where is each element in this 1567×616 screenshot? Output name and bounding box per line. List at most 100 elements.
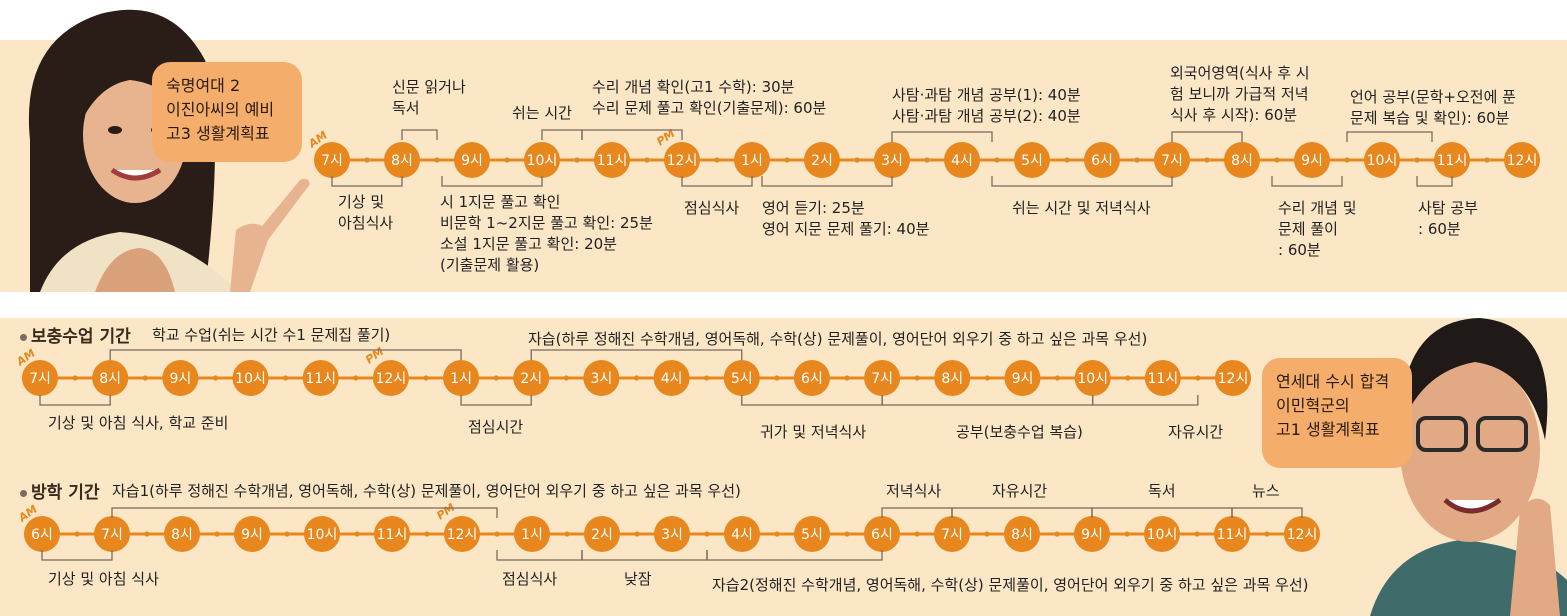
row1-bracket-review (881, 395, 1094, 406)
top-bracket-math (581, 129, 683, 140)
row2-hour-label: 4시 (731, 527, 753, 543)
row2-label-study1: 자습1(하루 정해진 수학개념, 영어독해, 수학(상) 문제풀이, 영어단어 … (112, 482, 741, 500)
top-hour-node (734, 142, 770, 178)
row2-label-nap: 낮잠 (624, 570, 652, 588)
top-hour-node (1294, 142, 1330, 178)
row2-bracket-lunch (496, 550, 583, 561)
top-bracket-social-pm (1416, 176, 1453, 187)
top-bracket-reading (401, 129, 438, 140)
top-label-english: 영어 듣기: 25분 영어 지문 문제 풀기: 40분 (762, 199, 930, 238)
row2-hour-label: 9시 (241, 527, 263, 543)
top-label-math: 수리 개념 확인(고1 수학): 30분 수리 문제 풀고 확인(기출문제): 6… (592, 78, 827, 117)
student-photo-boy (1360, 300, 1567, 616)
top-hour-label: 11시 (1437, 153, 1468, 169)
top-bracket-break (541, 129, 583, 140)
row1-label-school: 학교 수업(쉬는 시간 수1 문제집 풀기) (152, 326, 390, 344)
row1-label-lunch: 점심시간 (468, 418, 523, 436)
top-hour-label: 7시 (1161, 153, 1183, 169)
row1-hour-node (1144, 360, 1181, 396)
top-label-dinner: 쉬는 시간 및 저녁식사 (1012, 199, 1151, 217)
row2-hour-node (794, 516, 830, 552)
row2-hour-label: 6시 (871, 527, 893, 543)
row1-hour-node (1074, 360, 1111, 396)
row1-half-hour-dot (844, 375, 850, 381)
row1-hour-label: 12시 (376, 371, 407, 387)
top-hour-label: 1시 (741, 153, 763, 169)
top-hour-label: 8시 (391, 153, 413, 169)
top-bracket-foreign (1171, 131, 1243, 142)
row1-bracket-wake (39, 395, 111, 406)
row2-hour-label: 9시 (1081, 527, 1103, 543)
row1-title: 보충수업 기간 (20, 322, 131, 347)
row2-title-text: 방학 기간 (31, 483, 100, 503)
row2-label-free: 자유시간 (992, 482, 1047, 500)
row1-hour-node (723, 360, 760, 396)
top-half-hour-dot (924, 157, 930, 163)
top-label-lunch: 점심식사 (684, 199, 739, 217)
row2-hour-label: 8시 (1011, 527, 1033, 543)
row2-half-hour-dot (424, 531, 430, 537)
row1-hour-label: 9시 (1012, 371, 1034, 387)
top-label-break: 쉬는 시간 (512, 104, 572, 122)
row1-hour-label: 8시 (99, 371, 121, 387)
row1-hour-label: 11시 (1147, 371, 1178, 387)
row1-half-hour-dot (1125, 375, 1131, 381)
top-half-hour-dot (504, 157, 510, 163)
top-half-hour-dot (574, 157, 580, 163)
row2-hour-node (24, 516, 60, 552)
top-label-social: 사탐·과탐 개념 공부(1): 40분 사탐·과탐 개념 공부(2): 40분 (892, 86, 1081, 125)
row2-bracket-news (1231, 507, 1303, 518)
top-hour-node (524, 142, 560, 178)
row2-hour-label: 7시 (101, 527, 123, 543)
row2-hour-node (1004, 516, 1040, 552)
row2-hour-node (514, 516, 550, 552)
row1-hour-label: 3시 (591, 371, 613, 387)
row2-half-hour-dot (774, 531, 780, 537)
row1-hour-label: 10시 (235, 371, 266, 387)
top-hour-label: 11시 (597, 153, 628, 169)
top-half-hour-dot (434, 157, 440, 163)
top-half-hour-dot (1064, 157, 1070, 163)
row2-label-reading: 독서 (1148, 482, 1176, 500)
top-hour-label: 12시 (1507, 153, 1538, 169)
row2-hour-label: 6시 (31, 527, 53, 543)
row2-hour-node (374, 516, 410, 552)
row2-half-hour-dot (914, 531, 920, 537)
row1-hour-label: 7시 (871, 371, 893, 387)
row1-label-wake: 기상 및 아침 식사, 학교 준비 (48, 414, 228, 432)
bullet-dot-icon (20, 333, 27, 341)
row1-hour-node (513, 360, 550, 396)
top-half-hour-dot (1414, 157, 1420, 163)
row2-hour-node (1284, 516, 1320, 552)
row1-hour-label: 1시 (450, 371, 472, 387)
top-bracket-korean-am (441, 176, 543, 187)
top-hour-node (454, 142, 490, 178)
row2-hour-label: 7시 (941, 527, 963, 543)
row2-half-hour-dot (354, 531, 360, 537)
row1-hour-label: 4시 (661, 371, 683, 387)
row2-hour-label: 5시 (801, 527, 823, 543)
row1-hour-label: 5시 (731, 371, 753, 387)
top-label-math-pm: 수리 개념 및 문제 풀이: 60분 (1278, 199, 1357, 259)
row1-label-free: 자유시간 (1168, 423, 1223, 441)
row2-hour-label: 11시 (1217, 527, 1248, 543)
top-hour-node (1154, 142, 1190, 178)
top-half-hour-dot (1134, 157, 1140, 163)
row2-hour-node (724, 516, 760, 552)
row2-half-hour-dot (1054, 531, 1060, 537)
row1-hour-label: 7시 (29, 371, 51, 387)
row1-half-hour-dot (353, 375, 359, 381)
row2-half-hour-dot (1264, 531, 1270, 537)
top-half-hour-dot (854, 157, 860, 163)
top-hour-label: 9시 (1301, 153, 1323, 169)
row1-hour-node (22, 360, 58, 396)
row1-hour-label: 11시 (305, 371, 336, 387)
row2-half-hour-dot (74, 531, 80, 537)
top-label-wake: 기상 및 아침식사 (338, 193, 393, 232)
top-hour-node (314, 142, 350, 178)
row2-hour-label: 10시 (1147, 527, 1178, 543)
row1-half-hour-dot (423, 375, 429, 381)
row1-bracket-free (1092, 395, 1199, 406)
row2-label-lunch: 점심식사 (502, 570, 557, 588)
